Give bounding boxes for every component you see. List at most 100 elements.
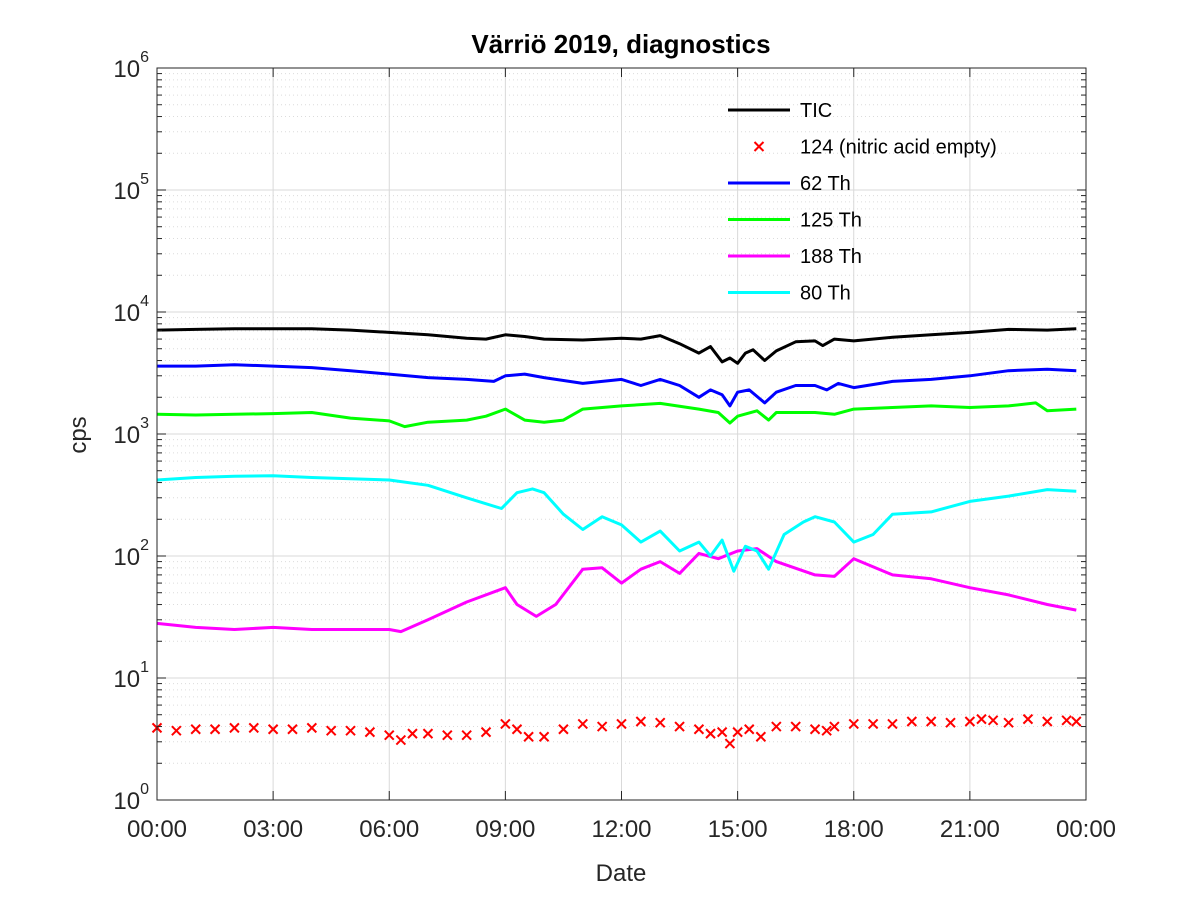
y-tick-base: 10 [113, 300, 140, 327]
data-point [976, 713, 987, 725]
x-tick-label: 03:00 [243, 816, 303, 843]
y-tick-base: 10 [113, 788, 140, 815]
x-tick-label: 00:00 [127, 816, 187, 843]
data-point [1003, 717, 1014, 728]
series-124-nitric-acid-empty [151, 713, 1082, 749]
data-point [829, 721, 840, 732]
series-line [156, 401, 1077, 429]
y-tick-label: 100 [113, 781, 149, 815]
data-point [887, 718, 898, 730]
data-point [1022, 713, 1034, 725]
legend-item-125-th: 125 Th [728, 210, 862, 232]
data-point [1042, 716, 1053, 727]
data-point [577, 718, 588, 730]
data-point [523, 731, 534, 742]
series-line [157, 363, 1077, 408]
data-point [655, 717, 666, 728]
data-point [987, 715, 999, 726]
x-tick-label: 06:00 [359, 816, 419, 843]
data-point [407, 728, 418, 739]
data-point [821, 725, 832, 736]
data-point [945, 717, 956, 728]
data-point [287, 724, 298, 735]
x-tick-label: 21:00 [940, 816, 1000, 843]
y-tick-exponent: 0 [140, 781, 149, 798]
y-tick-label: 102 [113, 537, 149, 571]
y-tick-base: 10 [113, 544, 140, 571]
legend-swatch [753, 141, 765, 152]
y-tick-exponent: 2 [140, 537, 149, 554]
data-point [705, 728, 716, 739]
data-point [616, 718, 627, 730]
data-point [190, 724, 201, 735]
data-point [364, 726, 376, 738]
x-axis-label: Date [596, 860, 647, 887]
data-point [171, 725, 182, 736]
data-point [867, 718, 879, 730]
x-tick-label: 12:00 [591, 816, 651, 843]
data-point [693, 724, 705, 735]
y-tick-base: 10 [113, 666, 140, 693]
data-point [538, 731, 550, 742]
legend: TIC 124 (nitric acid empty) 62 Th 125 Th 188… [728, 100, 997, 305]
legend-label: 62 Th [800, 173, 851, 195]
y-tick-base: 10 [113, 178, 140, 205]
data-point [790, 721, 801, 732]
legend-label: 125 Th [800, 210, 862, 232]
legend-item-188-th: 188 Th [728, 246, 862, 268]
legend-item-124-nitric-acid-empty: 124 (nitric acid empty) [753, 137, 997, 159]
data-point [596, 721, 608, 732]
data-point [511, 724, 523, 735]
series-line [156, 547, 1077, 634]
legend-item-tic: TIC [728, 100, 832, 122]
legend-label: TIC [800, 100, 832, 122]
data-point [461, 729, 472, 741]
y-tick-base: 10 [113, 422, 140, 449]
x-tick-label: 00:00 [1056, 816, 1116, 843]
data-point [442, 729, 453, 741]
data-point [209, 724, 221, 735]
data-point [906, 716, 918, 727]
data-point [1071, 716, 1082, 727]
series-125-th [156, 401, 1077, 429]
data-point [674, 721, 685, 732]
data-point [925, 716, 937, 727]
data-point [771, 721, 782, 732]
legend-item-62-th: 62 Th [728, 173, 851, 195]
data-point [229, 722, 240, 734]
series-188-th [156, 547, 1077, 634]
y-tick-label: 105 [113, 171, 149, 205]
data-point [724, 738, 736, 749]
legend-item-80-th: 80 Th [728, 283, 851, 305]
y-axis-label: cps [65, 416, 92, 453]
data-point [395, 734, 407, 746]
data-point [732, 726, 743, 738]
series-layer [151, 327, 1082, 749]
y-tick-label: 101 [113, 659, 149, 693]
axis-ticks [156, 67, 1087, 801]
data-point [809, 724, 821, 735]
y-tick-label: 103 [113, 415, 149, 449]
data-point [964, 716, 976, 727]
y-tick-exponent: 6 [140, 49, 149, 66]
y-tick-label: 106 [113, 49, 149, 83]
data-point [558, 724, 569, 735]
legend-label: 124 (nitric acid empty) [800, 137, 997, 159]
y-tick-base: 10 [113, 56, 140, 83]
series-line [156, 327, 1077, 365]
series-line [156, 474, 1077, 573]
x-tick-label: 18:00 [824, 816, 884, 843]
data-point [500, 718, 511, 730]
legend-label: 188 Th [800, 246, 862, 268]
data-point [716, 726, 728, 738]
data-point [267, 724, 279, 735]
series-tic [156, 327, 1077, 365]
chart-title: Värriö 2019, diagnostics [471, 29, 770, 59]
x-tick-labels: 00:00 03:00 06:00 09:00 12:00 15:00 18:00 21:00… [127, 816, 1116, 843]
x-tick-label: 15:00 [708, 816, 768, 843]
data-point [755, 731, 767, 742]
data-point [744, 724, 755, 735]
series-62-th [157, 363, 1077, 408]
